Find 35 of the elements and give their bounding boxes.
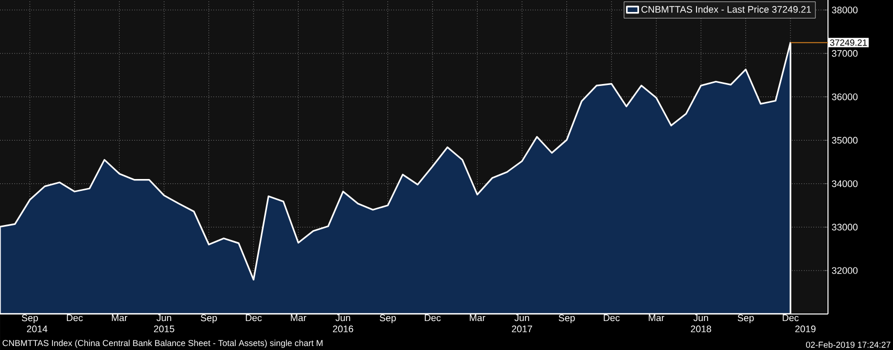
x-tick-label: Jun <box>693 314 708 322</box>
y-tick-label: 35000 <box>832 136 858 144</box>
x-tick-label: Sep <box>738 314 754 324</box>
x2-tick-label: 2018 <box>690 326 712 332</box>
legend-label: CNBMTTAS Index - Last Price 37249.21 <box>642 6 811 13</box>
x-tick-label: Jun <box>514 314 530 322</box>
x2-tick-label: 2019 <box>795 326 816 332</box>
x-tick-label: Dec <box>424 314 441 322</box>
x-tick-label: Dec <box>246 314 262 322</box>
y-tick-label: 38000 <box>832 6 858 14</box>
x-tick-label: Mar <box>112 314 128 322</box>
ref-line-label: 37249.21 <box>830 39 867 46</box>
text: CNBMTTAS Index (China Central Bank Balance Sheet - Total Assets) single chart M <box>2 340 322 348</box>
y-tick-label: 33000 <box>832 224 858 230</box>
x-tick-label: Sep <box>558 314 575 324</box>
x2-tick-label: 2015 <box>154 326 174 332</box>
text: 02-Feb-2019 17:24:27 <box>806 341 890 348</box>
y-tick-label: 34000 <box>832 180 858 188</box>
x-tick-label: Dec <box>66 314 83 322</box>
x2-tick-label: 2017 <box>512 326 532 332</box>
x-tick-label: Mar <box>290 314 306 322</box>
x2-tick-label: 2016 <box>332 326 354 332</box>
x-tick-label: Sep <box>380 314 396 324</box>
x-tick-label: Dec <box>604 314 620 322</box>
x-tick-label: Dec <box>782 314 799 322</box>
x-tick-label: Jun <box>156 314 172 322</box>
x-tick-label: Sep <box>22 314 38 324</box>
x-tick-label: Mar <box>648 314 664 322</box>
y-tick-label: 36000 <box>832 93 858 100</box>
y-tick-label: 37000 <box>832 50 858 57</box>
x2-tick-label: 2014 <box>26 326 48 332</box>
x-tick-label: Jun <box>336 314 350 322</box>
y-tick-label: 32000 <box>832 267 858 274</box>
x-tick-label: Mar <box>470 314 486 322</box>
x-tick-label: Sep <box>200 314 217 324</box>
